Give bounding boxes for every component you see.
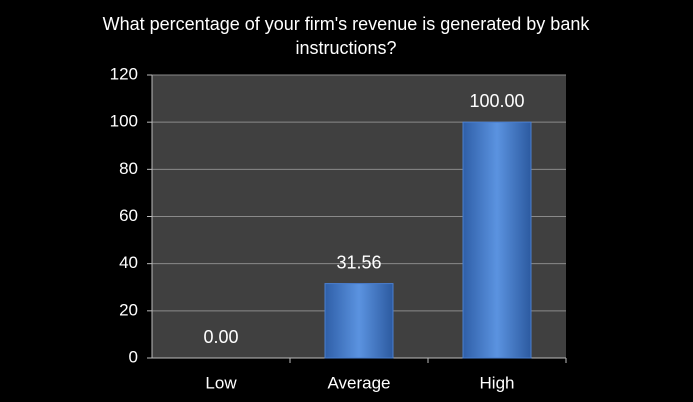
y-tick-label: 80 xyxy=(119,159,138,178)
y-tick-label: 20 xyxy=(119,300,138,319)
y-tick-label: 0 xyxy=(129,347,138,366)
value-label: 31.56 xyxy=(336,252,381,272)
y-tick-label: 60 xyxy=(119,206,138,225)
y-tick-label: 100 xyxy=(110,112,138,131)
value-label: 0.00 xyxy=(203,327,238,347)
chart-title: What percentage of your firm's revenue i… xyxy=(102,14,590,58)
value-label: 100.00 xyxy=(469,91,524,111)
bar xyxy=(324,283,394,359)
bar xyxy=(462,121,532,359)
x-tick-label: Average xyxy=(327,373,390,392)
y-tick-label: 120 xyxy=(110,64,138,83)
x-tick-label: High xyxy=(480,373,515,392)
x-tick-label: Low xyxy=(205,373,237,392)
y-tick-label: 40 xyxy=(119,253,138,272)
